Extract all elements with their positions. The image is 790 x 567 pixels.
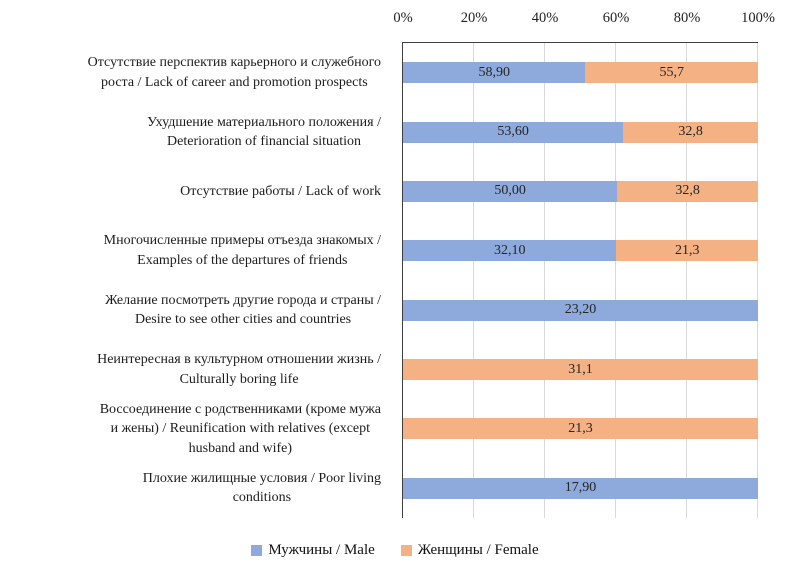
axis-line-top — [402, 41, 758, 43]
bar-segment-female: 32,8 — [617, 180, 758, 202]
bar-row: 58,90 55,7 — [403, 43, 758, 102]
category-label-line: husband and wife) — [188, 440, 293, 456]
category-label-line: Неинтересная в культурном отношении жизн… — [97, 352, 381, 368]
legend-item-female: Женщины / Female — [400, 541, 539, 559]
bar-segment-female: 31,1 — [403, 359, 758, 381]
bar-rows: 58,90 55,7 53,60 32,8 50,00 32,8 32,10 21,3 23,2… — [403, 43, 758, 518]
axis-line-left — [402, 41, 404, 518]
category-label-row: Отсутствие перспектив карьерного и служе… — [0, 43, 391, 102]
stacked-bar: 53,60 32,8 — [403, 121, 758, 143]
category-label: Отсутствие перспектив карьерного и служе… — [88, 53, 381, 92]
data-label: 21,3 — [568, 420, 593, 436]
category-label-row: Ухудшение материального положения / Deter… — [0, 102, 391, 161]
bar-row: 23,20 — [403, 281, 758, 340]
category-label-line: Многочисленные примеры отъезда знакомых … — [103, 233, 381, 249]
x-axis: 0% 20% 40% 60% 80% 100% — [393, 10, 775, 34]
legend: Мужчины / Male Женщины / Female — [0, 539, 790, 561]
category-label-line: Плохие жилищные условия / Poor living — [142, 470, 381, 486]
data-label: 50,00 — [494, 183, 526, 199]
category-label-row: Плохие жилищные условия / Poor living con… — [0, 459, 391, 518]
category-label-row: Многочисленные примеры отъезда знакомых … — [0, 221, 391, 280]
gridline — [544, 43, 545, 518]
category-labels: Отсутствие перспектив карьерного и служе… — [0, 43, 391, 518]
bar-segment-male: 17,90 — [403, 477, 758, 499]
gridline — [473, 43, 474, 518]
bar-row: 53,60 32,8 — [403, 102, 758, 161]
category-label-row: Воссоединение с родственниками (кроме му… — [0, 399, 391, 458]
bar-segment-female: 32,8 — [623, 121, 758, 143]
data-label: 32,10 — [493, 242, 526, 258]
bar-row: 50,00 32,8 — [403, 162, 758, 221]
data-label: 53,60 — [497, 124, 529, 140]
data-label: 55,7 — [659, 64, 684, 80]
category-label-row: Неинтересная в культурном отношении жизн… — [0, 340, 391, 399]
bar-row: 32,10 21,3 — [403, 221, 758, 280]
stacked-bar: 31,1 — [403, 359, 758, 381]
legend-item-male: Мужчины / Male — [251, 541, 375, 559]
data-label: 58,90 — [478, 64, 510, 80]
x-axis-tick-label: 0% — [393, 10, 413, 26]
x-axis-tick-label: 40% — [531, 10, 559, 26]
category-label: Воссоединение с родственниками (кроме му… — [100, 400, 381, 459]
bar-segment-male: 32,10 — [403, 240, 617, 262]
category-label-line: Culturally boring life — [179, 371, 299, 387]
bar-segment-male: 58,90 — [403, 62, 586, 84]
category-label: Плохие жилищные условия / Poor living con… — [143, 469, 381, 508]
legend-label: Женщины / Female — [417, 541, 539, 558]
category-label-line: Воссоединение с родственниками (кроме му… — [99, 401, 381, 417]
category-label-line: Desire to see other cities and countries — [134, 312, 352, 328]
bar-segment-female: 55,7 — [585, 62, 758, 84]
legend-label: Мужчины / Male — [268, 541, 375, 558]
data-label: 32,8 — [675, 183, 700, 199]
bar-row: 17,90 — [403, 459, 758, 518]
plot-area: 58,90 55,7 53,60 32,8 50,00 32,8 32,10 21,3 23,2… — [402, 41, 758, 518]
category-label-line: Отсутствие перспектив карьерного и служе… — [87, 55, 381, 71]
stacked-bar: 50,00 32,8 — [403, 180, 758, 202]
category-label: Неинтересная в культурном отношении жизн… — [97, 350, 381, 389]
data-label: 17,90 — [564, 480, 597, 496]
category-label: Ухудшение материального положения / Deter… — [147, 113, 381, 152]
category-label-line: Deterioration of financial situation — [167, 134, 362, 150]
category-label-line: роста / Lack of career and promotion pro… — [100, 74, 368, 90]
bar-segment-female: 21,3 — [616, 240, 758, 262]
data-label: 21,3 — [674, 242, 700, 258]
category-label-line: Отсутствие работы / Lack of work — [180, 183, 381, 199]
category-label-line: Желание посмотреть другие города и стран… — [105, 292, 381, 308]
x-axis-tick-label: 60% — [602, 10, 630, 26]
bar-row: 31,1 — [403, 340, 758, 399]
category-label-row: Желание посмотреть другие города и стран… — [0, 281, 391, 340]
stacked-bar: 58,90 55,7 — [403, 62, 758, 84]
bar-segment-male: 53,60 — [403, 121, 624, 143]
category-label-line: Ухудшение материального положения / — [147, 114, 381, 130]
x-axis-tick-label: 100% — [741, 10, 775, 26]
gridline — [615, 43, 616, 518]
bar-segment-female: 21,3 — [403, 418, 758, 440]
stacked-bar: 17,90 — [403, 477, 758, 499]
legend-swatch-female — [400, 544, 412, 556]
bar-row: 21,3 — [403, 399, 758, 458]
bar-segment-male: 50,00 — [403, 180, 618, 202]
data-label: 31,1 — [568, 361, 593, 377]
gridline — [757, 43, 758, 518]
category-label-line: и жены) / Reunification with relatives (… — [110, 421, 371, 437]
stacked-bar: 21,3 — [403, 418, 758, 440]
stacked-bar: 23,20 — [403, 299, 758, 321]
bar-segment-male: 23,20 — [403, 299, 758, 321]
category-label: Многочисленные примеры отъезда знакомых … — [104, 231, 381, 270]
gridline — [686, 43, 687, 518]
category-label-line: Examples of the departures of friends — [137, 252, 348, 268]
legend-swatch-male — [251, 544, 263, 556]
category-label-line: conditions — [232, 490, 292, 506]
category-label: Отсутствие работы / Lack of work — [180, 182, 381, 202]
data-label: 23,20 — [564, 302, 597, 318]
x-axis-tick-label: 80% — [673, 10, 701, 26]
data-label: 32,8 — [678, 124, 703, 140]
category-label: Желание посмотреть другие города и стран… — [105, 291, 381, 330]
category-label-row: Отсутствие работы / Lack of work — [0, 162, 391, 221]
x-axis-tick-label: 20% — [460, 10, 488, 26]
stacked-bar: 32,10 21,3 — [403, 240, 758, 262]
